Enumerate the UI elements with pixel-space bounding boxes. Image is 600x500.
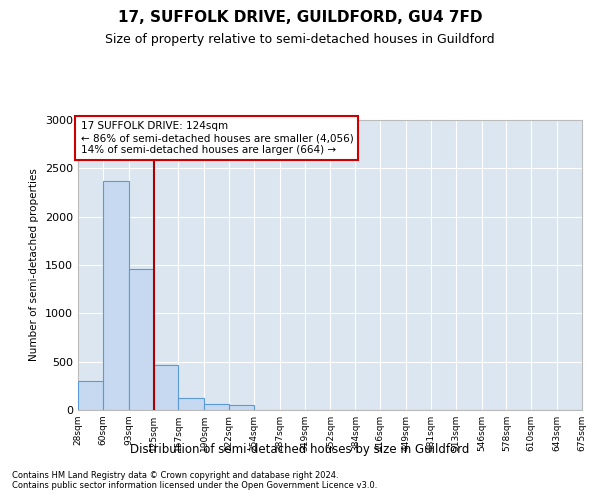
Bar bbox=[178, 398, 204, 410]
Text: Distribution of semi-detached houses by size in Guildford: Distribution of semi-detached houses by … bbox=[130, 442, 470, 456]
Text: Contains public sector information licensed under the Open Government Licence v3: Contains public sector information licen… bbox=[12, 481, 377, 490]
Text: Contains HM Land Registry data © Crown copyright and database right 2024.: Contains HM Land Registry data © Crown c… bbox=[12, 471, 338, 480]
Bar bbox=[103, 181, 128, 410]
Bar bbox=[78, 380, 103, 410]
Bar bbox=[154, 364, 178, 410]
Text: 17, SUFFOLK DRIVE, GUILDFORD, GU4 7FD: 17, SUFFOLK DRIVE, GUILDFORD, GU4 7FD bbox=[118, 10, 482, 25]
Bar bbox=[229, 404, 254, 410]
Bar bbox=[128, 270, 154, 410]
Y-axis label: Number of semi-detached properties: Number of semi-detached properties bbox=[29, 168, 40, 362]
Bar bbox=[204, 404, 229, 410]
Text: 17 SUFFOLK DRIVE: 124sqm
← 86% of semi-detached houses are smaller (4,056)
14% o: 17 SUFFOLK DRIVE: 124sqm ← 86% of semi-d… bbox=[80, 122, 353, 154]
Text: Size of property relative to semi-detached houses in Guildford: Size of property relative to semi-detach… bbox=[105, 32, 495, 46]
